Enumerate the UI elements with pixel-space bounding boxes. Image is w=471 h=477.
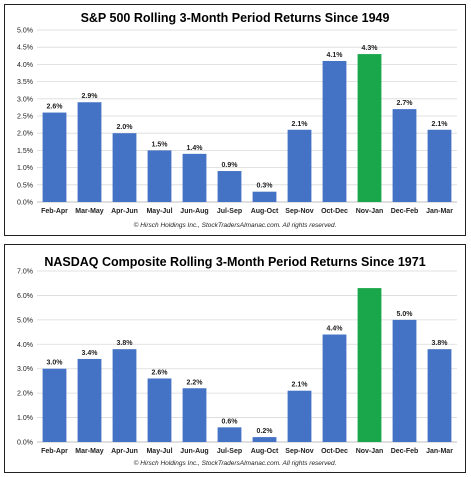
x-tick-label: Jul-Sep	[217, 448, 242, 455]
nasdaq-chart-panel: NASDAQ Composite Rolling 3-Month Period …	[4, 244, 466, 473]
y-tick-label: 1.5%	[17, 148, 33, 155]
data-label: 3.4%	[82, 350, 99, 357]
x-tick-label: May-Jul	[146, 448, 172, 455]
bar	[287, 390, 312, 442]
data-label: 2.1%	[292, 382, 309, 389]
x-tick-label: Aug-Oct	[251, 208, 279, 215]
data-label: 2.9%	[82, 93, 99, 100]
bar	[252, 191, 277, 202]
y-tick-label: 6.0%	[17, 293, 33, 300]
x-tick-label: Sep-Nov	[285, 448, 314, 455]
x-tick-label: Dec-Feb	[391, 448, 419, 455]
data-label: 3.0%	[47, 360, 64, 367]
chart-title: NASDAQ Composite Rolling 3-Month Period …	[44, 255, 425, 269]
data-label: 2.1%	[432, 121, 449, 128]
x-tick-label: May-Jul	[146, 208, 172, 215]
x-tick-label: Jan-Mar	[426, 208, 453, 215]
bar	[287, 129, 312, 202]
x-tick-label: Jul-Sep	[217, 208, 242, 215]
data-label: 4.4%	[327, 326, 344, 333]
bar	[252, 437, 277, 442]
bar	[42, 112, 67, 202]
bar	[392, 319, 417, 442]
data-label: 2.0%	[117, 124, 134, 131]
bar	[147, 150, 172, 202]
sp500-chart: S&P 500 Rolling 3-Month Period Returns S…	[17, 11, 457, 229]
y-tick-label: 1.0%	[17, 415, 33, 422]
x-tick-label: Feb-Apr	[41, 208, 68, 215]
x-tick-label: Nov-Jan	[356, 448, 384, 455]
y-tick-label: 4.5%	[17, 45, 33, 52]
y-tick-label: 7.0%	[17, 269, 33, 276]
x-tick-label: Mar-May	[75, 208, 104, 215]
bar	[357, 54, 382, 202]
data-label: 0.2%	[257, 428, 274, 435]
bar	[77, 358, 102, 442]
bar	[427, 129, 452, 202]
sp500-chart-panel: S&P 500 Rolling 3-Month Period Returns S…	[4, 4, 466, 236]
bar	[322, 334, 347, 442]
x-tick-label: Oct-Dec	[321, 208, 348, 215]
x-tick-label: Jun-Aug	[180, 448, 208, 455]
y-tick-label: 0.5%	[17, 182, 33, 189]
bar	[217, 171, 242, 202]
data-label: 0.6%	[222, 418, 239, 425]
y-tick-label: 0.0%	[17, 200, 33, 207]
y-tick-label: 3.0%	[17, 96, 33, 103]
y-tick-label: 5.0%	[17, 28, 33, 35]
y-tick-label: 2.5%	[17, 114, 33, 121]
data-label: 4.3%	[362, 45, 379, 52]
bar	[77, 102, 102, 202]
data-label: 3.8%	[117, 340, 134, 347]
data-label: 2.6%	[152, 369, 169, 376]
data-label: 2.6%	[47, 104, 64, 111]
x-tick-label: Jun-Aug	[180, 208, 208, 215]
y-tick-label: 4.0%	[17, 342, 33, 349]
y-tick-label: 2.0%	[17, 391, 33, 398]
y-tick-label: 3.0%	[17, 366, 33, 373]
y-tick-label: 1.0%	[17, 165, 33, 172]
bar	[112, 133, 137, 202]
bar	[42, 368, 67, 442]
bar	[427, 349, 452, 442]
bar	[112, 349, 137, 442]
data-label: 1.4%	[187, 145, 204, 152]
data-label: 0.9%	[222, 162, 239, 169]
chart-title: S&P 500 Rolling 3-Month Period Returns S…	[81, 11, 390, 25]
chart-credit: © Hirsch Holdings Inc., StockTradersAlma…	[134, 459, 337, 467]
x-tick-label: Oct-Dec	[321, 448, 348, 455]
bar	[322, 60, 347, 203]
bar	[147, 378, 172, 442]
y-tick-label: 5.0%	[17, 317, 33, 324]
data-label: 1.5%	[152, 141, 169, 148]
bar	[182, 388, 207, 442]
x-tick-label: Jan-Mar	[426, 448, 453, 455]
x-tick-label: Feb-Apr	[41, 448, 68, 455]
y-tick-label: 2.0%	[17, 131, 33, 138]
data-label: 2.7%	[397, 100, 414, 107]
data-label: 4.1%	[327, 52, 344, 59]
bar	[392, 109, 417, 202]
x-tick-label: Dec-Feb	[391, 208, 419, 215]
x-tick-label: Mar-May	[75, 448, 104, 455]
bar	[182, 153, 207, 202]
x-tick-label: Nov-Jan	[356, 208, 384, 215]
data-label: 2.1%	[292, 121, 309, 128]
nasdaq-chart: NASDAQ Composite Rolling 3-Month Period …	[17, 255, 457, 467]
x-tick-label: Apr-Jun	[111, 448, 138, 455]
data-label: 2.2%	[187, 379, 204, 386]
bar	[357, 288, 382, 442]
data-label: 5.0%	[397, 311, 414, 318]
x-tick-label: Aug-Oct	[251, 448, 279, 455]
y-tick-label: 4.0%	[17, 62, 33, 69]
chart-credit: © Hirsch Holdings Inc., StockTradersAlma…	[134, 221, 337, 229]
x-tick-label: Apr-Jun	[111, 208, 138, 215]
bar	[217, 427, 242, 442]
data-label: 3.8%	[432, 340, 449, 347]
y-tick-label: 3.5%	[17, 79, 33, 86]
x-tick-label: Sep-Nov	[285, 208, 314, 215]
y-tick-label: 0.0%	[17, 440, 33, 447]
data-label: 0.3%	[257, 183, 274, 190]
